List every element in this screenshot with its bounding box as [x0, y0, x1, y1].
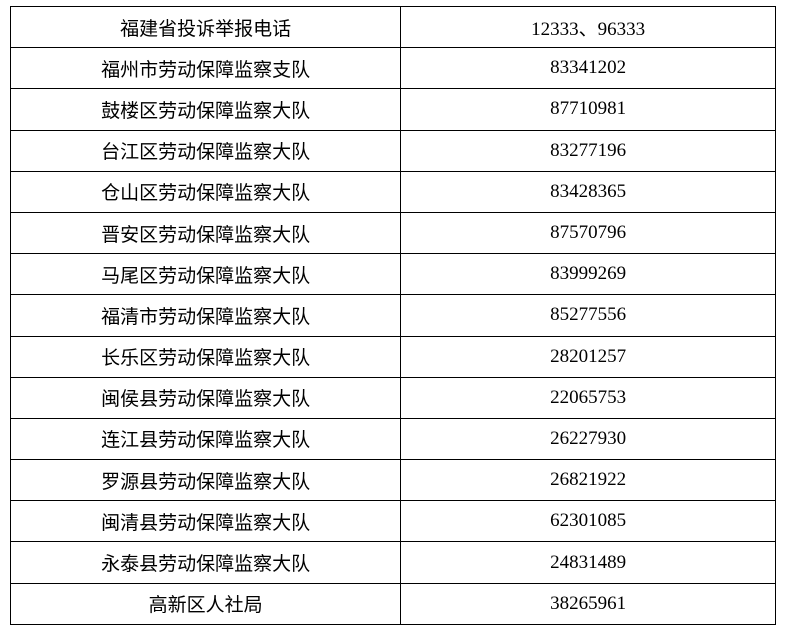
org-name-cell: 高新区人社局 [11, 583, 401, 624]
org-name-cell: 永泰县劳动保障监察大队 [11, 542, 401, 583]
table-row: 福州市劳动保障监察支队 83341202 [11, 48, 776, 89]
table-row: 罗源县劳动保障监察大队 26821922 [11, 460, 776, 501]
org-name-cell: 福建省投诉举报电话 [11, 7, 401, 48]
contacts-table: 福建省投诉举报电话 12333、96333 福州市劳动保障监察支队 833412… [10, 6, 776, 625]
phone-cell: 62301085 [401, 501, 776, 542]
table-row: 永泰县劳动保障监察大队 24831489 [11, 542, 776, 583]
table-row: 闽清县劳动保障监察大队 62301085 [11, 501, 776, 542]
phone-cell: 28201257 [401, 336, 776, 377]
table-row: 仓山区劳动保障监察大队 83428365 [11, 171, 776, 212]
phone-cell: 87570796 [401, 212, 776, 253]
org-name-cell: 闽侯县劳动保障监察大队 [11, 377, 401, 418]
phone-cell: 38265961 [401, 583, 776, 624]
org-name-cell: 鼓楼区劳动保障监察大队 [11, 89, 401, 130]
table-row: 连江县劳动保障监察大队 26227930 [11, 418, 776, 459]
org-name-cell: 晋安区劳动保障监察大队 [11, 212, 401, 253]
phone-cell: 26821922 [401, 460, 776, 501]
table-body: 福建省投诉举报电话 12333、96333 福州市劳动保障监察支队 833412… [11, 7, 776, 625]
org-name-cell: 长乐区劳动保障监察大队 [11, 336, 401, 377]
org-name-cell: 闽清县劳动保障监察大队 [11, 501, 401, 542]
phone-cell: 12333、96333 [401, 7, 776, 48]
table-row: 福清市劳动保障监察大队 85277556 [11, 295, 776, 336]
table-row: 台江区劳动保障监察大队 83277196 [11, 130, 776, 171]
phone-cell: 87710981 [401, 89, 776, 130]
phone-cell: 83428365 [401, 171, 776, 212]
phone-cell: 22065753 [401, 377, 776, 418]
phone-cell: 83341202 [401, 48, 776, 89]
table-row: 长乐区劳动保障监察大队 28201257 [11, 336, 776, 377]
org-name-cell: 仓山区劳动保障监察大队 [11, 171, 401, 212]
table-row: 马尾区劳动保障监察大队 83999269 [11, 254, 776, 295]
phone-cell: 83277196 [401, 130, 776, 171]
org-name-cell: 台江区劳动保障监察大队 [11, 130, 401, 171]
table-row: 鼓楼区劳动保障监察大队 87710981 [11, 89, 776, 130]
org-name-cell: 马尾区劳动保障监察大队 [11, 254, 401, 295]
table-row: 闽侯县劳动保障监察大队 22065753 [11, 377, 776, 418]
phone-cell: 85277556 [401, 295, 776, 336]
phone-cell: 83999269 [401, 254, 776, 295]
org-name-cell: 罗源县劳动保障监察大队 [11, 460, 401, 501]
table-row: 高新区人社局 38265961 [11, 583, 776, 624]
table-row: 晋安区劳动保障监察大队 87570796 [11, 212, 776, 253]
org-name-cell: 福清市劳动保障监察大队 [11, 295, 401, 336]
phone-cell: 24831489 [401, 542, 776, 583]
org-name-cell: 连江县劳动保障监察大队 [11, 418, 401, 459]
phone-cell: 26227930 [401, 418, 776, 459]
org-name-cell: 福州市劳动保障监察支队 [11, 48, 401, 89]
table-row: 福建省投诉举报电话 12333、96333 [11, 7, 776, 48]
